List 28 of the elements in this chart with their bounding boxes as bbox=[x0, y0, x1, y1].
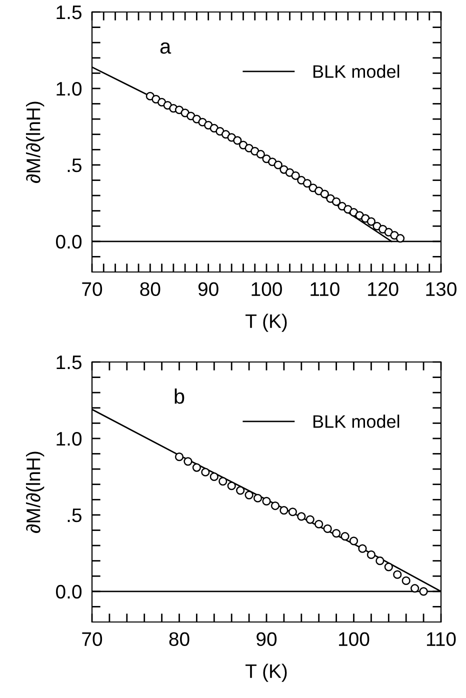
x-axis-title: T (K) bbox=[246, 314, 287, 332]
y-axis-title: ∂M/∂(lnH) bbox=[26, 452, 44, 533]
x-tick-label: 100 bbox=[252, 282, 282, 296]
y-tick-label: 0.0 bbox=[56, 234, 82, 249]
x-tick-label: 70 bbox=[82, 632, 102, 646]
y-axis-title: ∂M/∂(lnH) bbox=[26, 102, 44, 183]
x-tick-label: 90 bbox=[256, 632, 277, 646]
y-tick-label: 1.5 bbox=[56, 356, 82, 370]
x-tick-label: 90 bbox=[198, 282, 218, 296]
annotation: a bbox=[160, 42, 172, 54]
x-tick-label: 120 bbox=[368, 282, 398, 296]
x-axis-title: T (K) bbox=[246, 664, 287, 682]
x-tick-label: 110 bbox=[426, 632, 456, 646]
y-tick-label: .5 bbox=[68, 158, 82, 172]
x-tick-label: 100 bbox=[339, 632, 370, 646]
x-tick-label: 80 bbox=[140, 282, 160, 296]
legend-label: BLK model bbox=[313, 64, 400, 78]
y-tick-label: .5 bbox=[68, 508, 82, 522]
annotation: b bbox=[174, 388, 184, 404]
legend-label: BLK model bbox=[313, 414, 400, 428]
y-tick-label: 1.0 bbox=[56, 82, 82, 96]
y-tick-label: 1.0 bbox=[56, 432, 82, 446]
x-tick-label: 110 bbox=[310, 282, 340, 296]
x-tick-label: 70 bbox=[82, 282, 102, 296]
x-tick-label: 80 bbox=[169, 632, 190, 646]
y-tick-label: 0.0 bbox=[56, 584, 82, 599]
x-tick-label: 130 bbox=[426, 282, 456, 296]
y-tick-label: 1.5 bbox=[56, 6, 82, 20]
